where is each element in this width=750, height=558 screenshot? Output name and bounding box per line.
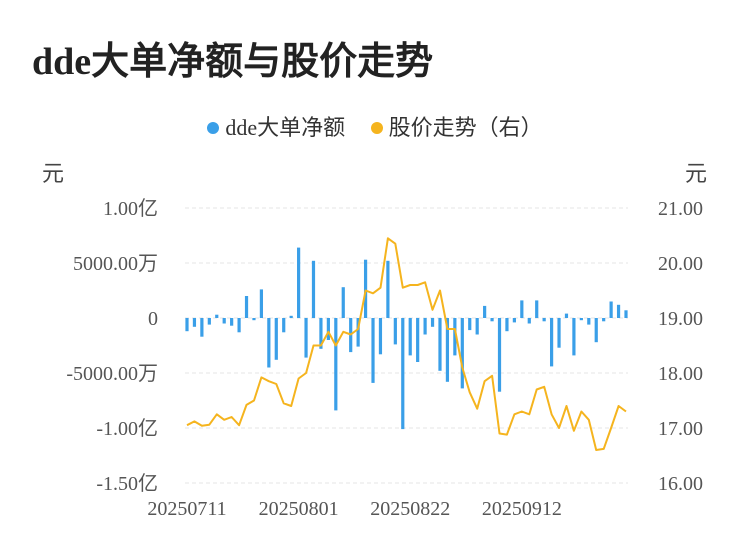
- dde-bar[interactable]: [445, 318, 450, 382]
- dde-bar[interactable]: [341, 287, 345, 318]
- right-axis-tick-label: 17.00: [658, 418, 703, 440]
- dde-bar[interactable]: [557, 318, 561, 348]
- chart-title: dde大单净额与股价走势: [32, 41, 434, 83]
- dde-bar[interactable]: [230, 318, 234, 326]
- x-axis-tick-label: 20250711: [147, 498, 226, 520]
- dde-bar[interactable]: [423, 318, 427, 335]
- dde-bar[interactable]: [319, 318, 323, 349]
- dde-bar[interactable]: [416, 318, 420, 362]
- right-axis-tick-label: 19.00: [658, 308, 703, 330]
- dde-bar[interactable]: [624, 310, 628, 318]
- dde-bar[interactable]: [549, 318, 554, 367]
- dde-bar[interactable]: [430, 318, 435, 327]
- price-line[interactable]: [186, 237, 627, 451]
- dde-bar[interactable]: [512, 318, 516, 323]
- legend-label-price: 股价走势（右）: [388, 115, 543, 140]
- dde-bar[interactable]: [438, 318, 442, 371]
- dde-bar[interactable]: [244, 296, 249, 318]
- legend-dot-price-icon: [370, 121, 383, 134]
- dde-bar[interactable]: [304, 318, 308, 358]
- left-axis-tick-label: -5000.00万: [66, 363, 158, 385]
- dde-bar[interactable]: [274, 318, 278, 360]
- dde-bar[interactable]: [572, 318, 576, 356]
- dde-bar[interactable]: [505, 318, 509, 332]
- dde-bar[interactable]: [408, 318, 412, 356]
- dde-bar[interactable]: [609, 301, 613, 319]
- legend-label-dde: dde大单净额: [225, 115, 346, 140]
- line-layer: [186, 237, 627, 451]
- dde-bar[interactable]: [401, 318, 405, 430]
- left-axis-tick-label: 0: [148, 308, 158, 330]
- legend: dde大单净额 股价走势（右）: [0, 110, 750, 142]
- tick-layer: 1.00亿 5000.00万 0 -5000.00万 -1.00亿 -1.50亿 21.00…: [66, 197, 703, 520]
- dde-bar[interactable]: [542, 318, 546, 322]
- right-axis-tick-label: 18.00: [658, 363, 703, 385]
- dde-bar[interactable]: [468, 318, 472, 331]
- left-axis-unit: 元: [42, 161, 65, 186]
- dde-bar[interactable]: [356, 318, 360, 347]
- dde-bar[interactable]: [185, 318, 189, 332]
- dde-bar[interactable]: [297, 247, 301, 318]
- x-axis-tick-label: 20250801: [259, 498, 339, 520]
- dde-bar[interactable]: [497, 318, 502, 392]
- right-axis-tick-label: 16.00: [658, 473, 703, 495]
- dde-bar[interactable]: [378, 318, 383, 355]
- dde-bar[interactable]: [192, 318, 197, 327]
- left-axis-tick-label: -1.00亿: [96, 417, 158, 440]
- dde-bar[interactable]: [594, 318, 598, 343]
- dde-bar[interactable]: [579, 318, 583, 321]
- x-axis-tick-label: 20250912: [482, 498, 562, 520]
- dde-bar[interactable]: [207, 318, 211, 325]
- dde-bar[interactable]: [267, 318, 271, 368]
- dde-bar[interactable]: [200, 318, 204, 337]
- dde-bar[interactable]: [535, 300, 539, 318]
- dde-bar[interactable]: [460, 318, 464, 389]
- dde-bar[interactable]: [282, 318, 286, 333]
- dde-bar[interactable]: [483, 305, 487, 318]
- legend-dot-dde-icon: [207, 121, 220, 134]
- dde-bar[interactable]: [326, 318, 330, 340]
- dde-bar[interactable]: [252, 318, 256, 321]
- dde-bar[interactable]: [490, 318, 494, 322]
- dde-bar[interactable]: [564, 313, 569, 318]
- dde-bar[interactable]: [363, 259, 368, 318]
- legend-item-price[interactable]: 股价走势（右）: [370, 110, 543, 142]
- right-axis-tick-label: 20.00: [658, 253, 703, 275]
- dde-bar[interactable]: [393, 318, 397, 345]
- left-axis-tick-label: -1.50亿: [96, 472, 158, 495]
- dde-bar[interactable]: [602, 318, 606, 322]
- dde-bar[interactable]: [289, 315, 293, 318]
- left-axis-tick-label: 1.00亿: [103, 197, 158, 220]
- dde-bar[interactable]: [215, 314, 219, 318]
- dde-bar[interactable]: [587, 318, 591, 325]
- dde-bar[interactable]: [311, 260, 316, 318]
- left-axis-tick-label: 5000.00万: [73, 253, 158, 275]
- dde-bar[interactable]: [527, 318, 531, 324]
- dde-bar[interactable]: [371, 318, 375, 383]
- dde-bar[interactable]: [222, 318, 226, 324]
- x-axis-tick-label: 20250822: [370, 498, 450, 520]
- dde-bar[interactable]: [453, 318, 457, 356]
- dde-bar[interactable]: [475, 318, 479, 335]
- dde-bar[interactable]: [237, 318, 241, 333]
- legend-item-dde[interactable]: dde大单净额: [207, 110, 345, 142]
- dde-bar[interactable]: [334, 318, 338, 411]
- right-axis-tick-label: 21.00: [658, 198, 703, 220]
- grid-layer: [185, 207, 628, 484]
- right-axis-unit: 元: [685, 161, 708, 186]
- dde-bar[interactable]: [386, 260, 390, 318]
- dde-bar[interactable]: [616, 304, 621, 318]
- bar-layer: [185, 247, 628, 430]
- dde-bar[interactable]: [259, 289, 264, 318]
- dde-bar[interactable]: [520, 300, 524, 318]
